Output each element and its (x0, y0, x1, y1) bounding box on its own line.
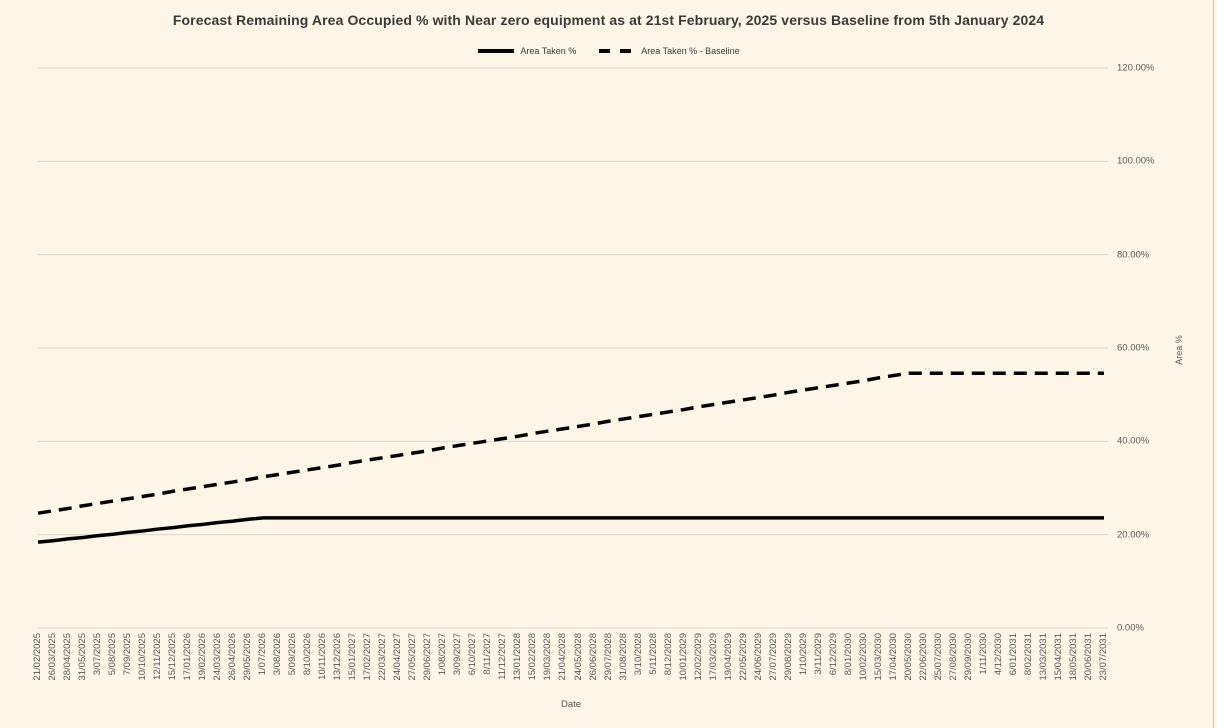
legend-item-baseline[interactable]: Area Taken % - Baseline (598, 46, 740, 56)
series-line-baseline[interactable] (37, 371, 1104, 515)
right-border (1213, 0, 1214, 728)
solid-line-swatch-icon (478, 49, 515, 53)
chart-title: Forecast Remaining Area Occupied % with … (172, 12, 1045, 28)
legend-item-area-taken[interactable]: Area Taken % (477, 46, 576, 56)
series-line-area-taken[interactable] (37, 516, 1104, 544)
legend-label-baseline: Area Taken % - Baseline (641, 46, 740, 56)
legend: Area Taken % Area Taken % - Baseline (0, 46, 1217, 56)
legend-label-area-taken: Area Taken % (520, 46, 577, 56)
x-axis-title: Date (560, 699, 582, 710)
dashed-line-swatch-icon (599, 49, 636, 53)
y-axis-title: Area % (1174, 335, 1184, 365)
